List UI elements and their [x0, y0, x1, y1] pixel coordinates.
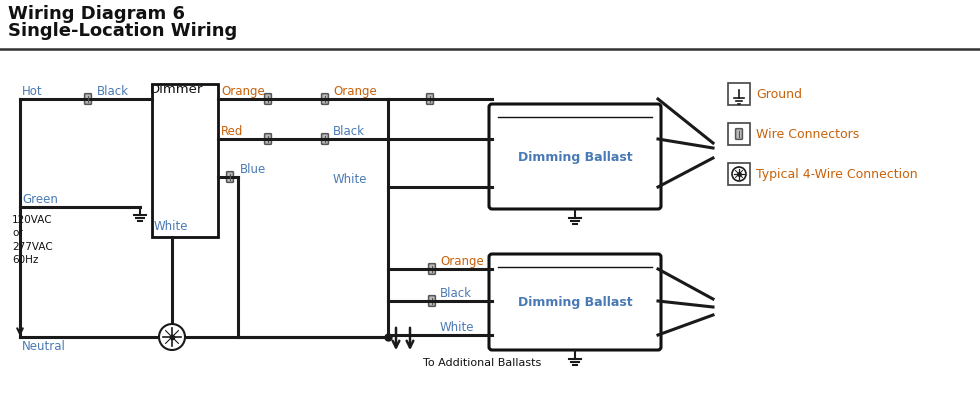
FancyBboxPatch shape — [426, 94, 433, 105]
Text: Orange: Orange — [440, 254, 484, 267]
FancyBboxPatch shape — [428, 296, 435, 307]
FancyBboxPatch shape — [265, 94, 271, 105]
Text: Wiring Diagram 6: Wiring Diagram 6 — [8, 5, 185, 23]
Text: Typical 4-Wire Connection: Typical 4-Wire Connection — [756, 168, 917, 181]
FancyBboxPatch shape — [736, 130, 743, 140]
Text: Hot: Hot — [22, 85, 42, 98]
FancyBboxPatch shape — [169, 332, 175, 342]
FancyBboxPatch shape — [84, 94, 91, 105]
Text: Orange: Orange — [221, 85, 265, 98]
Text: Blue: Blue — [240, 162, 267, 176]
FancyBboxPatch shape — [728, 164, 750, 186]
FancyBboxPatch shape — [489, 254, 661, 350]
Text: 120VAC
or
277VAC
60Hz: 120VAC or 277VAC 60Hz — [12, 215, 53, 264]
Text: White: White — [333, 172, 368, 186]
Text: Dimmer: Dimmer — [150, 83, 204, 96]
Text: Green: Green — [22, 192, 58, 205]
FancyBboxPatch shape — [321, 94, 328, 105]
FancyBboxPatch shape — [265, 134, 271, 145]
FancyBboxPatch shape — [428, 264, 435, 275]
Text: Ground: Ground — [756, 88, 802, 101]
Text: Black: Black — [440, 286, 472, 299]
FancyBboxPatch shape — [226, 172, 233, 183]
FancyBboxPatch shape — [152, 85, 218, 237]
Text: Wire Connectors: Wire Connectors — [756, 128, 859, 141]
Text: To Additional Ballasts: To Additional Ballasts — [423, 357, 541, 367]
FancyBboxPatch shape — [728, 84, 750, 106]
Text: Neutral: Neutral — [22, 339, 66, 352]
FancyBboxPatch shape — [321, 134, 328, 145]
FancyBboxPatch shape — [489, 105, 661, 209]
Circle shape — [732, 168, 746, 182]
Text: Dimming Ballast: Dimming Ballast — [517, 151, 632, 164]
Text: White: White — [440, 320, 474, 333]
Text: Red: Red — [221, 125, 243, 138]
Text: Single-Location Wiring: Single-Location Wiring — [8, 22, 237, 40]
Circle shape — [159, 324, 185, 350]
FancyBboxPatch shape — [728, 124, 750, 146]
Text: White: White — [154, 219, 188, 233]
Text: Black: Black — [97, 85, 129, 98]
Text: Dimming Ballast: Dimming Ballast — [517, 296, 632, 309]
Text: Black: Black — [333, 125, 365, 138]
Text: Orange: Orange — [333, 85, 376, 98]
